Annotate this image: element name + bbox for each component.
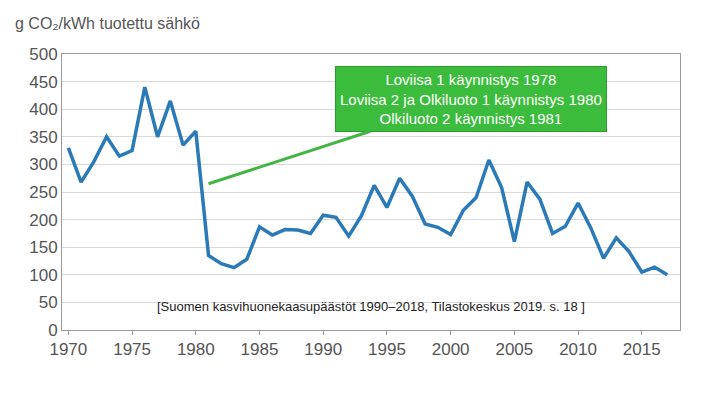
svg-text:g CO₂/kWh tuotettu sähkö: g CO₂/kWh tuotettu sähkö [15,15,200,32]
svg-text:1995: 1995 [368,340,406,359]
svg-text:1970: 1970 [49,340,87,359]
svg-text:2010: 2010 [559,340,597,359]
svg-text:350: 350 [29,128,57,147]
svg-text:250: 250 [29,183,57,202]
svg-text:150: 150 [29,238,57,257]
svg-text:2000: 2000 [432,340,470,359]
svg-text:50: 50 [39,293,58,312]
svg-text:100: 100 [29,266,57,285]
svg-text:1985: 1985 [241,340,279,359]
svg-text:2005: 2005 [495,340,533,359]
svg-text:1980: 1980 [177,340,215,359]
svg-text:2015: 2015 [623,340,661,359]
svg-text:0: 0 [48,321,57,340]
svg-text:Loviisa 1 käynnistys 1978Lovii: Loviisa 1 käynnistys 1978Loviisa 2 ja Ol… [340,71,602,127]
svg-text:400: 400 [29,100,57,119]
svg-text:[Suomen kasvihuonekaasupäästöt: [Suomen kasvihuonekaasupäästöt 1990–2018… [157,299,585,314]
svg-text:1975: 1975 [113,340,151,359]
svg-text:500: 500 [29,45,57,64]
svg-text:450: 450 [29,73,57,92]
svg-text:300: 300 [29,155,57,174]
svg-text:200: 200 [29,211,57,230]
svg-text:1990: 1990 [304,340,342,359]
